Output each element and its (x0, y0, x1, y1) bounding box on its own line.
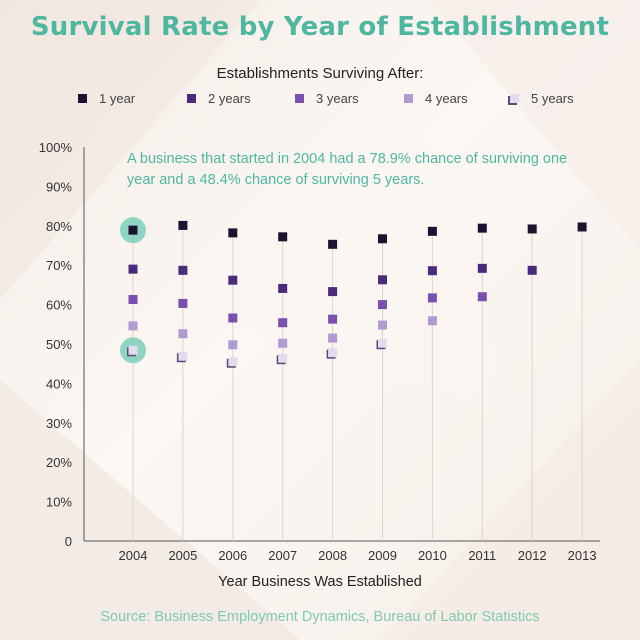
chart-title: Survival Rate by Year of Establishment (30, 12, 610, 42)
x-tick-label: 2007 (268, 548, 297, 563)
x-tick-label: 2005 (168, 548, 197, 563)
x-axis-label: Year Business Was Established (218, 574, 422, 590)
marker-4-years (427, 316, 437, 326)
x-tick-label: 2009 (368, 548, 397, 563)
marker-3-years (278, 318, 288, 328)
marker-1-year (577, 222, 587, 232)
y-tick-label: 70% (46, 258, 72, 273)
marker-3-years (477, 292, 487, 302)
legend-item-2-years: 2 years (187, 91, 251, 106)
legend-item-3-years: 3 years (295, 91, 359, 106)
y-tick-label: 40% (46, 376, 72, 391)
y-tick-label: 30% (46, 416, 72, 431)
marker-1-year (128, 225, 138, 235)
y-tick-label: 100% (39, 140, 73, 155)
chart-annotation: A business that started in 2004 had a 78… (127, 151, 568, 188)
marker-4-years (178, 329, 188, 339)
y-tick-label: 80% (46, 219, 72, 234)
marker-3-years (378, 300, 387, 310)
source-note: Source: Business Employment Dynamics, Bu… (100, 609, 540, 625)
marker-2-years (427, 266, 437, 276)
marker-1-year (527, 224, 537, 234)
x-tick-label: 2004 (119, 548, 148, 563)
marker-4-years (228, 340, 238, 350)
marker-1-year (228, 228, 238, 238)
marker-3-years (128, 294, 138, 304)
y-tick-label: 0 (65, 534, 72, 549)
marker-4-years (278, 338, 288, 348)
legend: 1 year 2 years 3 years 4 years 5 years (78, 91, 588, 109)
legend-item-1-year: 1 year (78, 91, 135, 106)
legend-item-5-years: 5 years (510, 91, 574, 106)
x-tick-label: 2008 (318, 548, 347, 563)
marker-1-year (427, 226, 437, 236)
marker-3-years (178, 298, 188, 308)
marker-5-years (228, 357, 238, 367)
marker-2-years (178, 265, 188, 275)
legend-swatch-3-years (295, 94, 304, 103)
marker-1-year (477, 223, 487, 233)
x-tick-label: 2010 (418, 548, 447, 563)
y-tick-label: 90% (46, 179, 72, 194)
y-tick-label: 50% (46, 337, 72, 352)
marker-3-years (228, 313, 238, 323)
marker-2-years (328, 287, 338, 297)
marker-5-years (178, 351, 188, 361)
legend-label-4-years: 4 years (425, 91, 468, 106)
legend-item-4-years: 4 years (404, 91, 468, 106)
marker-1-year (328, 239, 338, 249)
marker-2-years (477, 263, 487, 273)
legend-swatch-2-years (187, 94, 196, 103)
marker-2-years (378, 275, 387, 285)
x-tick-label: 2013 (568, 548, 597, 563)
marker-2-years (278, 283, 288, 293)
y-tick-label: 20% (46, 455, 72, 470)
legend-label-2-years: 2 years (208, 91, 251, 106)
marker-5-years (128, 345, 138, 355)
x-tick-label: 2006 (218, 548, 247, 563)
legend-swatch-5-years (510, 94, 519, 103)
marker-4-years (128, 321, 138, 331)
legend-swatch-1-year (78, 94, 87, 103)
marker-1-year (178, 220, 188, 230)
y-tick-label: 60% (46, 298, 72, 313)
legend-label-3-years: 3 years (316, 91, 359, 106)
marker-2-years (228, 275, 238, 285)
legend-label-1-year: 1 year (99, 91, 136, 106)
marker-3-years (427, 293, 437, 303)
marker-1-year (378, 234, 387, 244)
legend-label-5-years: 5 years (531, 91, 574, 106)
y-tick-label: 10% (46, 495, 72, 510)
legend-title: Establishments Surviving After: (216, 65, 424, 82)
x-tick-label: 2011 (468, 548, 496, 563)
marker-5-years (378, 338, 387, 348)
marker-2-years (128, 264, 138, 274)
marker-2-years (527, 265, 537, 275)
marker-4-years (378, 320, 387, 330)
marker-1-year (278, 232, 288, 242)
legend-swatch-4-years (404, 94, 413, 103)
marker-5-years (328, 348, 338, 358)
marker-4-years (328, 333, 338, 343)
marker-5-years (278, 353, 288, 363)
marker-3-years (328, 314, 338, 324)
x-tick-label: 2012 (518, 548, 547, 563)
